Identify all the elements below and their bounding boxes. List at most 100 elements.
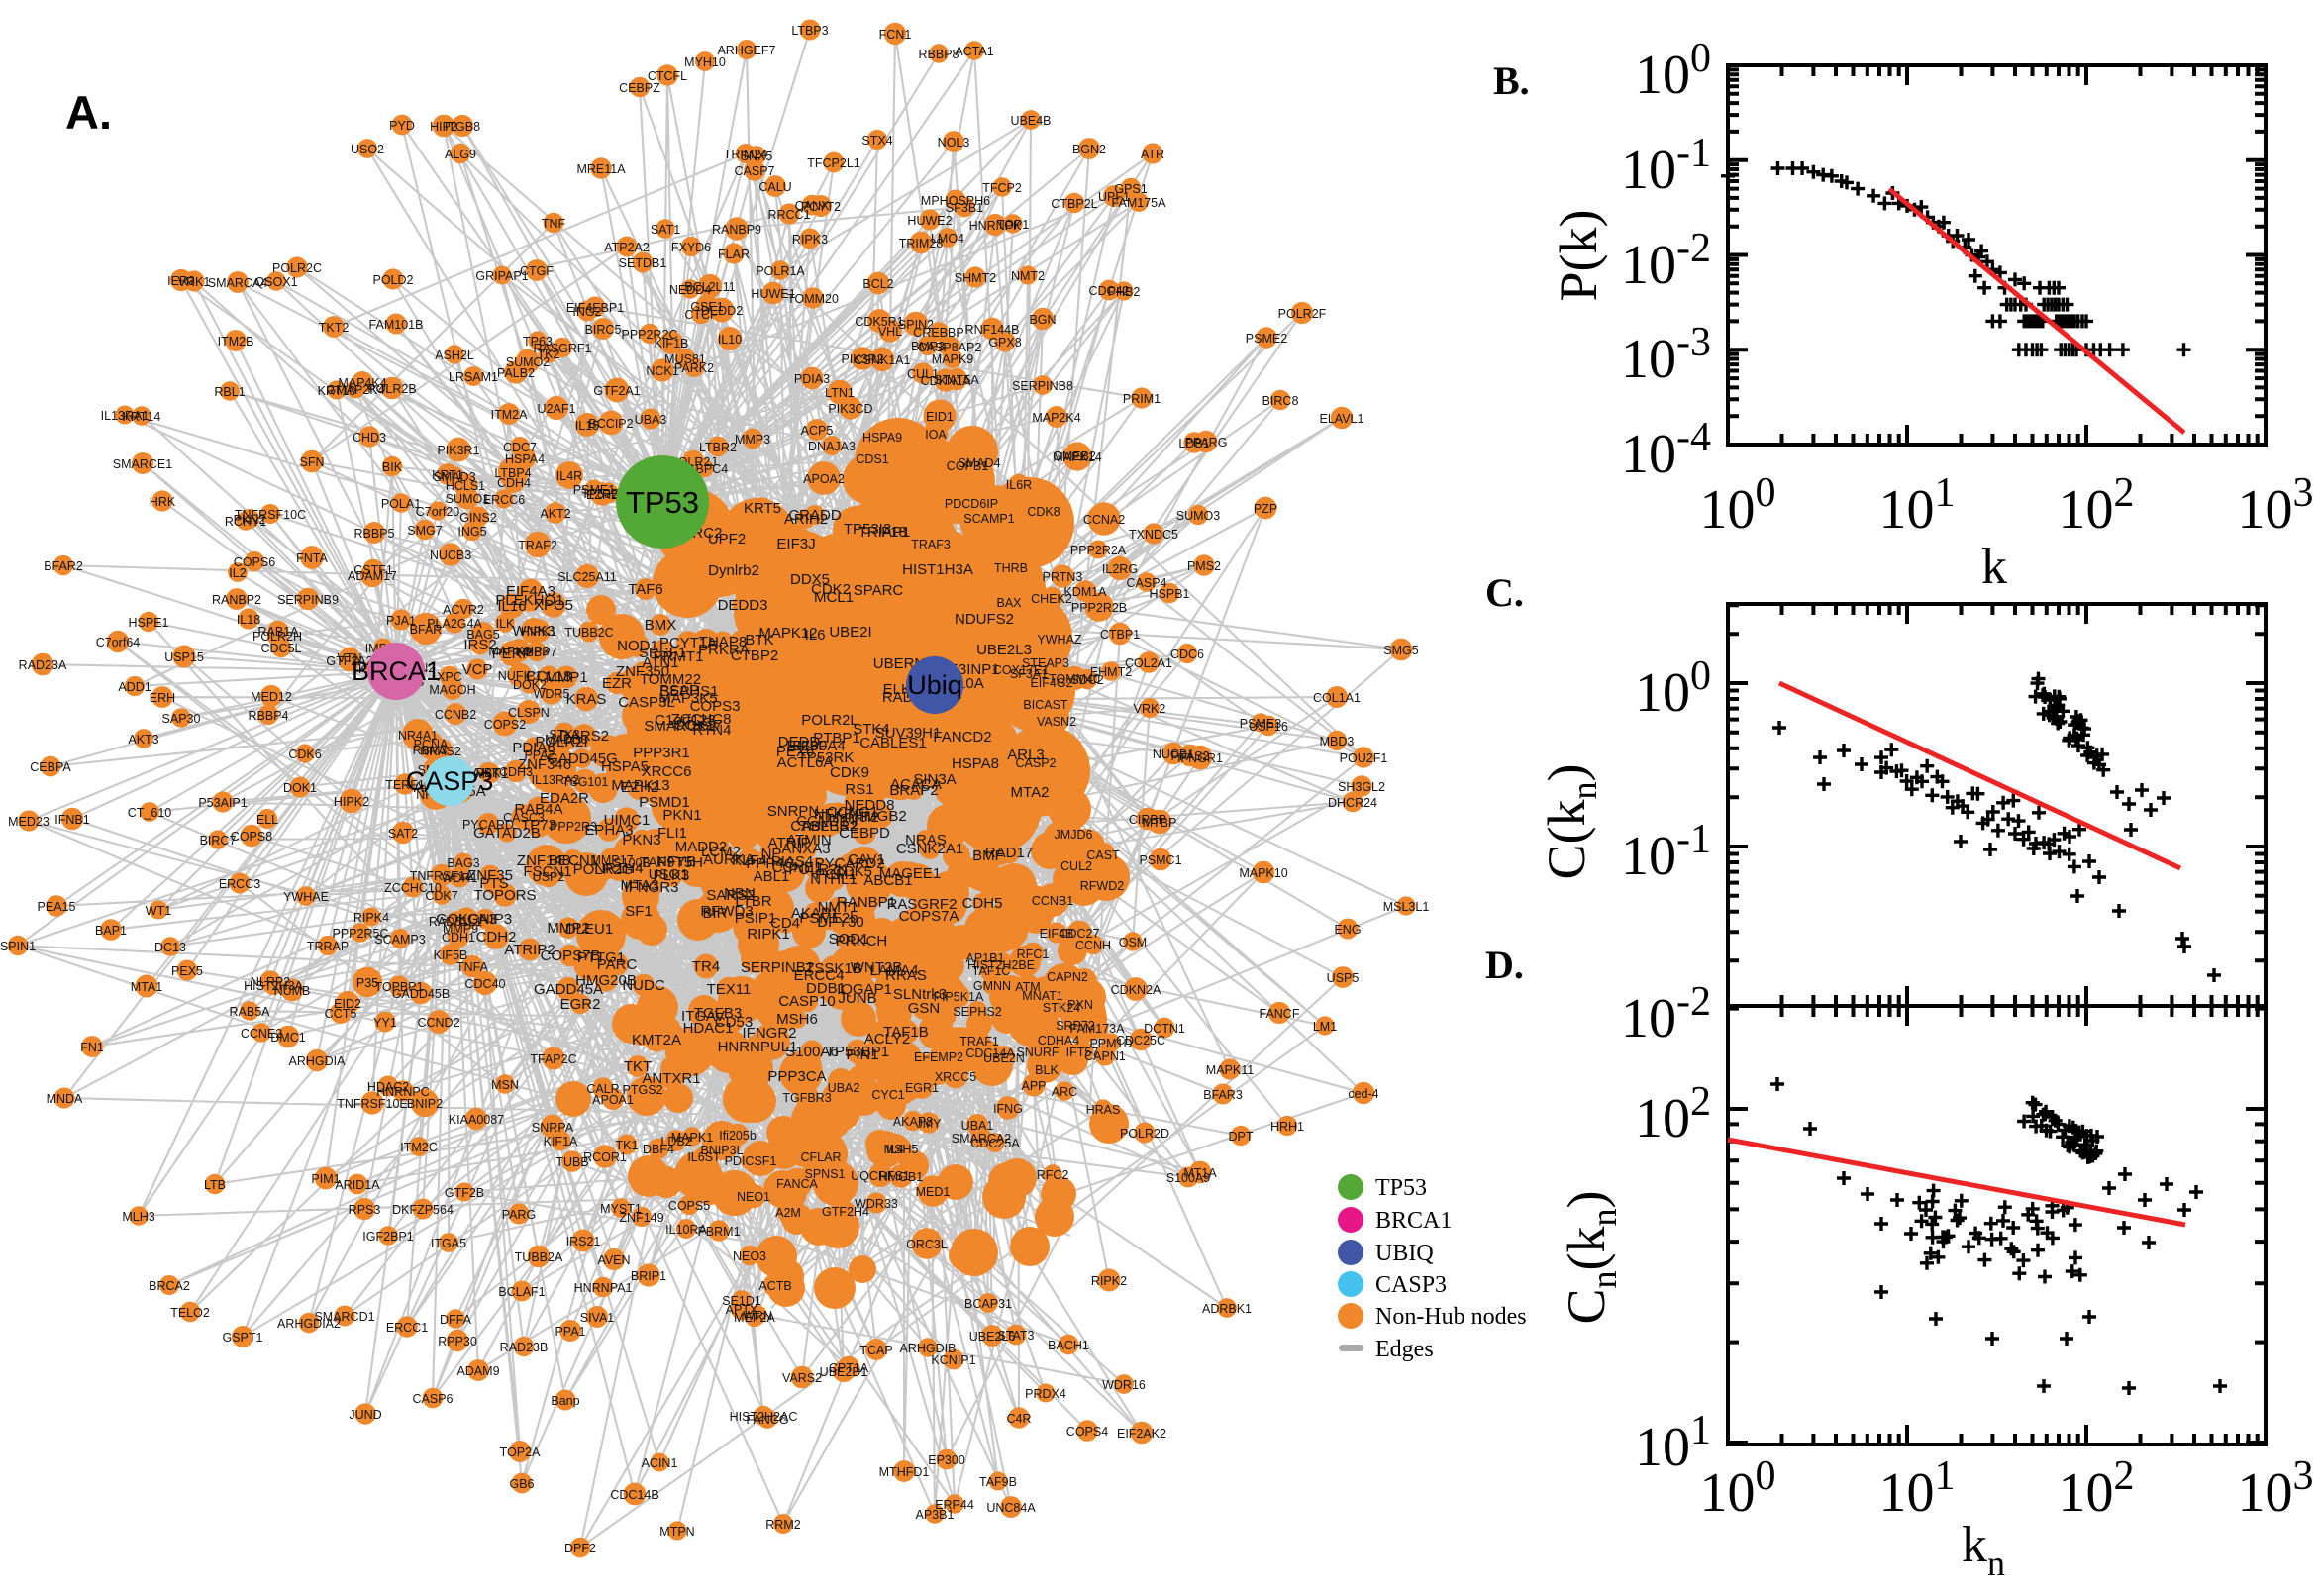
svg-text:TP53: TP53 <box>626 485 699 520</box>
svg-text:RFC2: RFC2 <box>1037 1168 1069 1182</box>
svg-text:TOPBP1: TOPBP1 <box>374 980 423 994</box>
svg-text:RAD17: RAD17 <box>985 845 1033 861</box>
svg-text:CDKN2A: CDKN2A <box>1111 983 1162 997</box>
svg-text:MAGOH: MAGOH <box>429 683 475 697</box>
svg-text:RAB1A: RAB1A <box>258 625 300 639</box>
svg-text:MNDA: MNDA <box>47 1092 83 1106</box>
svg-text:ZNF346: ZNF346 <box>518 756 571 773</box>
svg-text:UBE2L6: UBE2L6 <box>969 1330 1016 1344</box>
svg-text:HIPK1: HIPK1 <box>521 625 556 639</box>
svg-text:WDR1: WDR1 <box>442 871 478 885</box>
svg-text:RAD23B: RAD23B <box>500 1341 549 1354</box>
svg-text:RAD23A: RAD23A <box>19 658 67 672</box>
svg-text:EIF4A3: EIF4A3 <box>506 583 556 600</box>
svg-text:DMC1: DMC1 <box>270 1031 305 1045</box>
svg-text:SH3GL2: SH3GL2 <box>1338 780 1385 794</box>
svg-text:NMT2: NMT2 <box>1011 269 1045 283</box>
svg-text:SCAMP1: SCAMP1 <box>963 512 1014 526</box>
svg-text:IFNG: IFNG <box>993 1102 1023 1116</box>
svg-text:ARHGEF7: ARHGEF7 <box>717 44 775 57</box>
svg-text:ZNF148: ZNF148 <box>517 852 570 869</box>
svg-text:LMO4: LMO4 <box>931 232 964 246</box>
svg-text:CCNB2: CCNB2 <box>435 708 476 722</box>
svg-text:BGN2: BGN2 <box>1072 143 1106 156</box>
svg-text:PIP5K1A: PIP5K1A <box>934 990 984 1004</box>
svg-text:PARK2: PARK2 <box>674 361 714 375</box>
svg-text:HUWE2: HUWE2 <box>907 214 952 228</box>
svg-text:S100B: S100B <box>613 856 651 870</box>
svg-text:GTF2B: GTF2B <box>445 1186 484 1200</box>
svg-text:BFAR: BFAR <box>410 623 443 637</box>
svg-text:ALG9: ALG9 <box>445 148 476 161</box>
svg-text:BCAP31: BCAP31 <box>964 1297 1012 1311</box>
svg-text:SF3A1: SF3A1 <box>1010 667 1048 681</box>
svg-text:CALU: CALU <box>758 180 791 194</box>
svg-text:SMARCE1: SMARCE1 <box>113 457 172 471</box>
svg-text:SRP72: SRP72 <box>1056 1019 1095 1033</box>
svg-text:TNFA: TNFA <box>456 960 489 974</box>
svg-text:VHL: VHL <box>878 325 902 339</box>
svg-text:CDKN1A: CDKN1A <box>921 374 971 388</box>
svg-text:PIK3R2: PIK3R2 <box>841 352 883 366</box>
svg-text:HSPA4: HSPA4 <box>505 452 545 466</box>
svg-text:RIPK3: RIPK3 <box>792 233 828 247</box>
svg-text:AP1B1: AP1B1 <box>966 951 1005 965</box>
svg-text:RFWD3: RFWD3 <box>700 903 753 920</box>
svg-text:POLR2B: POLR2B <box>367 382 416 396</box>
svg-text:PPARG: PPARG <box>1185 436 1228 449</box>
svg-text:RBBP8: RBBP8 <box>919 48 960 61</box>
svg-text:CCNH: CCNH <box>1075 939 1111 952</box>
svg-text:TCAP: TCAP <box>859 1344 892 1357</box>
svg-text:SNX5: SNX5 <box>741 150 773 163</box>
svg-text:NOL3: NOL3 <box>938 136 970 150</box>
svg-text:CDC40: CDC40 <box>465 977 506 991</box>
svg-text:MRE11A: MRE11A <box>576 162 626 176</box>
svg-text:RBBP4: RBBP4 <box>249 709 289 723</box>
svg-text:UIMC1: UIMC1 <box>604 812 651 829</box>
svg-text:LTBR: LTBR <box>735 893 771 910</box>
svg-text:CEBPA: CEBPA <box>30 760 71 774</box>
svg-text:RASGRF1: RASGRF1 <box>533 342 591 355</box>
svg-text:NBN: NBN <box>724 885 756 902</box>
svg-text:SMAD3: SMAD3 <box>433 470 475 484</box>
svg-text:BCL2: BCL2 <box>862 277 893 291</box>
svg-text:APP: APP <box>1021 1079 1046 1093</box>
svg-text:BACH1: BACH1 <box>1048 1339 1089 1352</box>
svg-text:BLK: BLK <box>1035 1063 1059 1077</box>
svg-text:HIST2H2BE: HIST2H2BE <box>967 958 1035 972</box>
svg-text:RANBP9: RANBP9 <box>712 223 761 237</box>
svg-text:IFNB1: IFNB1 <box>54 813 89 827</box>
svg-text:XRCC5: XRCC5 <box>935 1070 976 1084</box>
svg-text:PIM1: PIM1 <box>311 1172 340 1186</box>
svg-text:PBRM1: PBRM1 <box>697 1225 740 1239</box>
svg-text:STAT3: STAT3 <box>997 1329 1034 1343</box>
svg-text:GADD45A: GADD45A <box>534 981 603 998</box>
svg-text:SUMO1: SUMO1 <box>446 492 490 506</box>
svg-text:TGFB3: TGFB3 <box>694 1005 742 1022</box>
svg-text:ERCC6: ERCC6 <box>483 493 525 507</box>
svg-text:PRTN3: PRTN3 <box>1043 570 1083 584</box>
svg-text:COPS8: COPS8 <box>231 830 272 844</box>
svg-text:SNRPA: SNRPA <box>532 1121 574 1135</box>
svg-text:NOD1: NOD1 <box>617 638 658 654</box>
svg-text:SUMO2: SUMO2 <box>506 355 551 369</box>
svg-text:TOMM22: TOMM22 <box>640 671 701 688</box>
svg-text:CDK5: CDK5 <box>833 863 872 880</box>
svg-text:CASP3: CASP3 <box>1375 1272 1447 1298</box>
svg-text:ZNF350: ZNF350 <box>616 663 669 680</box>
svg-text:MSH6: MSH6 <box>776 1011 818 1028</box>
svg-text:KCNIP1: KCNIP1 <box>931 1353 975 1367</box>
svg-text:CABLES1: CABLES1 <box>859 735 927 751</box>
svg-text:PRKCH: PRKCH <box>836 933 888 949</box>
svg-text:PSMD1: PSMD1 <box>639 794 690 811</box>
svg-text:HNRNPK: HNRNPK <box>969 219 1022 233</box>
svg-text:SIVA1: SIVA1 <box>580 1311 615 1325</box>
svg-text:BRCA1: BRCA1 <box>352 656 441 686</box>
svg-text:BMP3: BMP3 <box>911 340 945 353</box>
svg-text:ORC3L: ORC3L <box>906 1238 948 1251</box>
svg-text:POLR1A: POLR1A <box>756 264 805 278</box>
svg-text:LTN1: LTN1 <box>825 386 855 400</box>
svg-text:101: 101 <box>1635 1408 1711 1478</box>
svg-text:WRN: WRN <box>743 1309 772 1323</box>
svg-text:NEO1: NEO1 <box>737 1190 770 1204</box>
